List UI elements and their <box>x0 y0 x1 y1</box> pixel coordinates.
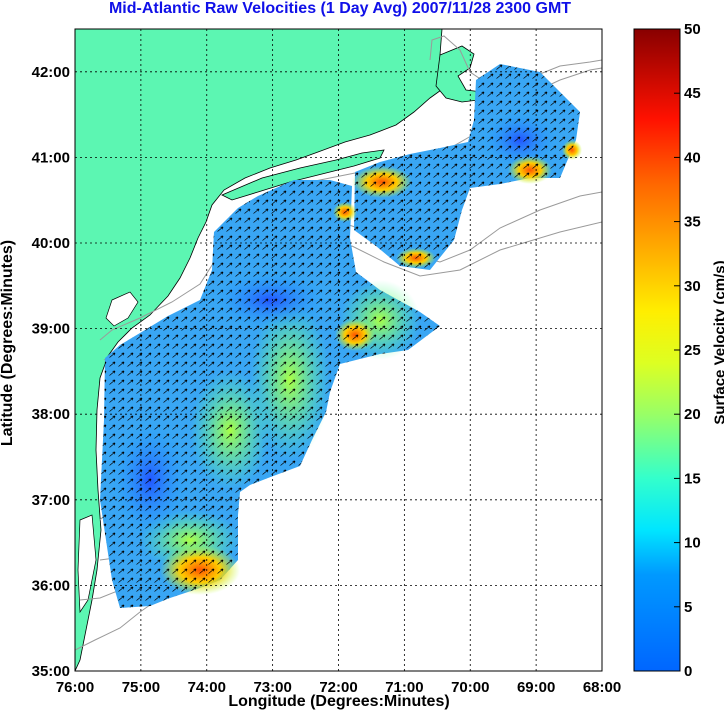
y-tick-label: 38:00 <box>32 406 70 423</box>
y-tick-label: 35:00 <box>32 663 70 680</box>
map-grid <box>75 29 602 671</box>
x-tick-label: 72:00 <box>319 679 357 696</box>
x-tick-label: 76:00 <box>56 679 94 696</box>
colorbar-tick-label: 40 <box>684 149 701 166</box>
x-tick-label: 69:00 <box>517 679 555 696</box>
delaware-bay <box>105 291 139 327</box>
x-tick-label: 73:00 <box>253 679 291 696</box>
long-island <box>221 149 385 201</box>
velocity-field <box>100 64 582 608</box>
y-tick-label: 42:00 <box>32 64 70 81</box>
y-tick-label: 36:00 <box>32 577 70 594</box>
colorbar-tick-label: 20 <box>684 406 701 423</box>
y-axis-ticks: 35:00 36:00 37:00 38:00 39:00 40:00 41:00 42:00 <box>32 64 70 680</box>
x-tick-label: 68:00 <box>583 679 621 696</box>
plot-frame <box>74 28 603 672</box>
y-tick-label: 37:00 <box>32 492 70 509</box>
colorbar-tick-label: 45 <box>684 85 701 102</box>
map-title: Mid-Atlantic Raw Velocities (1 Day Avg) … <box>108 0 572 17</box>
colorbar-tick-label: 15 <box>684 470 701 487</box>
colorbar-tick-label: 50 <box>684 21 701 38</box>
colorbar-tick-label: 25 <box>684 342 701 359</box>
x-tick-label: 70:00 <box>451 679 489 696</box>
x-axis-ticks: 76:00 75:00 74:00 73:00 72:00 71:00 70:00 69:00… <box>56 679 621 696</box>
colorbar-tick-label: 0 <box>684 663 692 680</box>
colorbar-ticks: 0 5 10 15 20 25 30 35 40 45 50 <box>674 21 701 680</box>
colorbar-label: Surface Velocity (cm/s) <box>711 260 724 425</box>
colorbar <box>633 28 681 672</box>
y-tick-label: 41:00 <box>32 149 70 166</box>
colorbar-tick-label: 5 <box>684 599 692 616</box>
x-tick-label: 75:00 <box>122 679 160 696</box>
colorbar-tick-label: 35 <box>684 214 701 231</box>
x-tick-label: 71:00 <box>385 679 423 696</box>
colorbar-tick-label: 10 <box>684 535 701 552</box>
chesapeake-bay <box>77 514 97 614</box>
y-tick-label: 39:00 <box>32 321 70 338</box>
x-tick-label: 74:00 <box>188 679 226 696</box>
y-tick-label: 40:00 <box>32 235 70 252</box>
y-axis-label: Latitude (Degrees:Minutes) <box>0 239 16 447</box>
colorbar-tick-label: 30 <box>684 278 701 295</box>
x-axis-label: Longitude (Degrees:Minutes) <box>228 693 450 710</box>
land-mass <box>75 29 451 671</box>
